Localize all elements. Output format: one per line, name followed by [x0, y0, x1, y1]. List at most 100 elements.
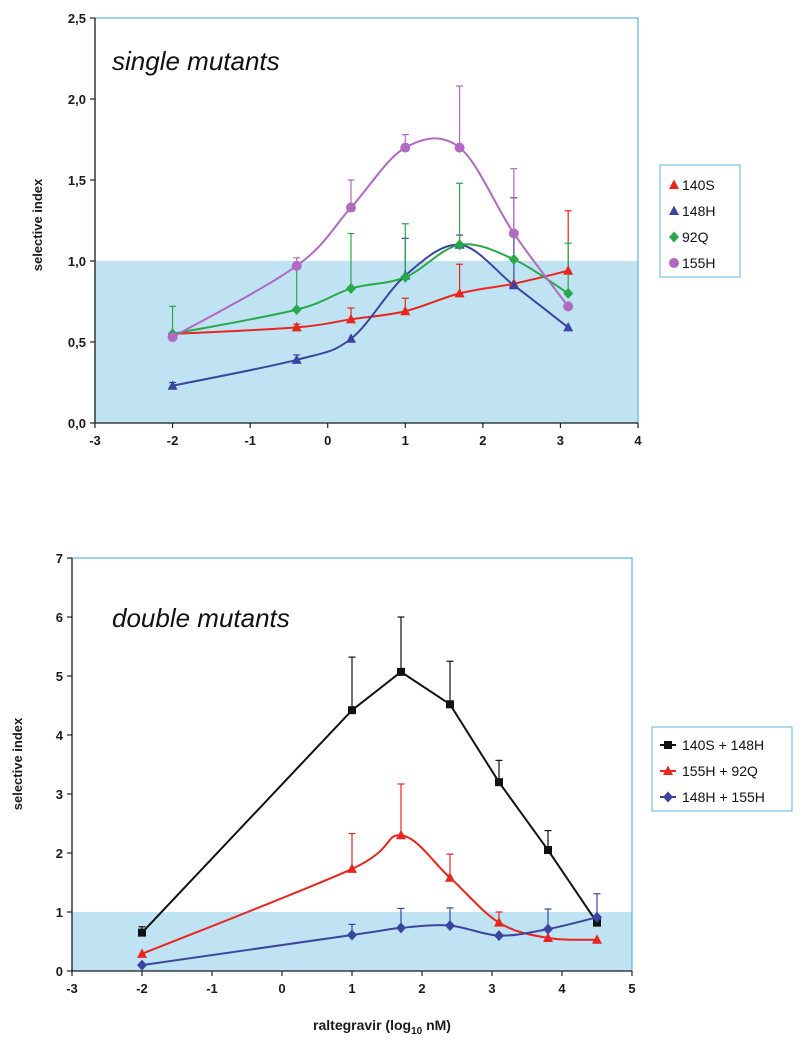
x-tick-label: 0 [278, 981, 285, 996]
data-point [494, 930, 504, 942]
data-point [138, 928, 146, 937]
data-point [291, 260, 302, 271]
y-tick-label: 2 [56, 846, 63, 861]
x-axis-label-bottom: raltegravir (log10 nM) [313, 1017, 451, 1037]
y-axis-label-top: selective index [30, 178, 45, 271]
series-line-140S148H [141, 670, 598, 934]
legend-label: 148H [682, 203, 715, 219]
data-point [544, 846, 552, 855]
legend-label: 155H + 92Q [682, 763, 758, 779]
data-point [400, 305, 411, 316]
data-point [495, 778, 503, 787]
legend-marker [663, 765, 673, 775]
data-point [396, 922, 406, 934]
data-point [348, 706, 356, 715]
y-axis-label-bottom: selective index [10, 717, 25, 810]
data-point [508, 228, 519, 239]
legend-item: 140S [669, 177, 715, 193]
x-tick-label: -3 [66, 981, 78, 996]
data-point [137, 959, 147, 971]
data-point [400, 142, 411, 153]
x-tick-label: -2 [136, 981, 148, 996]
x-tick-label: 5 [628, 981, 635, 996]
legend-marker [663, 791, 673, 803]
legend-label: 92Q [682, 229, 709, 245]
data-point [345, 333, 356, 343]
data-point [396, 829, 406, 840]
legend-label: 155H [682, 255, 715, 271]
data-point [347, 863, 357, 873]
y-tick-label: 0,5 [68, 335, 86, 350]
data-point [167, 332, 178, 343]
chart-title-top: single mutants [112, 46, 280, 76]
legend-marker [669, 205, 679, 215]
y-tick-label: 3 [56, 787, 63, 802]
y-tick-label: 0,0 [68, 416, 86, 431]
data-point [454, 239, 465, 251]
data-point [446, 700, 454, 709]
data-point [508, 253, 519, 265]
series-line-155H92Q [141, 834, 598, 955]
y-tick-label: 1,5 [68, 173, 86, 188]
y-tick-label: 1,0 [68, 254, 86, 269]
data-point [563, 321, 574, 332]
y-tick-label: 6 [56, 610, 63, 625]
data-point [508, 279, 519, 290]
data-point [563, 287, 574, 299]
data-point [543, 932, 553, 942]
axes-top [90, 17, 639, 428]
x-tick-label: 1 [348, 981, 355, 996]
tick-labels-top: -3 -2 -1 0 1 2 3 4 0,0 0,5 1,0 1,5 2,0 2,5 [68, 11, 642, 448]
markers-top [167, 142, 574, 390]
tick-labels-bottom: -3 -2 -1 0 1 2 3 4 5 0 1 2 3 4 5 6 7 [56, 551, 636, 996]
legend-item: 155H + 92Q [660, 763, 758, 779]
y-tick-label: 2,5 [68, 11, 86, 26]
y-tick-label: 1 [56, 905, 63, 920]
chart-title-bottom: double mutants [112, 603, 290, 633]
markers-bottom [137, 667, 602, 971]
data-point [347, 929, 357, 941]
y-tick-label: 5 [56, 669, 63, 684]
x-tick-label: 4 [634, 433, 642, 448]
error-bars-bottom [138, 616, 601, 936]
data-point [592, 911, 602, 923]
chart-single-mutants: -3 -2 -1 0 1 2 3 4 0,0 0,5 1,0 1,5 2,0 2,5 single mut… [30, 11, 741, 448]
legend-marker [669, 179, 679, 189]
x-tick-label: 2 [479, 433, 486, 448]
data-point [563, 265, 574, 275]
data-point [592, 934, 602, 944]
y-tick-label: 2,0 [68, 92, 86, 107]
legend-marker [664, 741, 672, 749]
data-point [137, 948, 147, 958]
x-tick-label: -2 [167, 433, 179, 448]
legend-label: 140S + 148H [682, 737, 764, 753]
legend-top: 140S 148H 92Q 155H [659, 164, 741, 278]
data-point [167, 380, 178, 390]
y-tick-label: 4 [56, 728, 64, 743]
x-tick-label: 4 [558, 981, 566, 996]
legend-item: 148H + 155H [660, 789, 765, 805]
x-tick-label: 0 [324, 433, 331, 448]
legend-item: 140S + 148H [660, 737, 764, 753]
legend-item: 148H [669, 203, 715, 219]
data-point [345, 313, 356, 324]
data-point [291, 304, 302, 316]
data-point [400, 271, 411, 283]
shaded-band-top [95, 261, 638, 423]
legend-marker [669, 231, 679, 243]
y-tick-label: 0 [56, 964, 63, 979]
data-point [494, 917, 504, 927]
x-tick-label: -1 [206, 981, 218, 996]
data-point [397, 667, 405, 676]
data-point [563, 301, 574, 312]
data-point [345, 283, 356, 295]
data-point [445, 920, 455, 932]
x-tick-label: -3 [89, 433, 101, 448]
x-tick-label: 1 [402, 433, 409, 448]
chart-double-mutants: -3 -2 -1 0 1 2 3 4 5 0 1 2 3 4 5 6 7 double mutants sele… [10, 551, 793, 1037]
legend-marker [669, 258, 679, 268]
legend-label: 148H + 155H [682, 789, 765, 805]
x-tick-label: -1 [244, 433, 256, 448]
data-point [345, 202, 356, 213]
legend-label: 140S [682, 177, 715, 193]
